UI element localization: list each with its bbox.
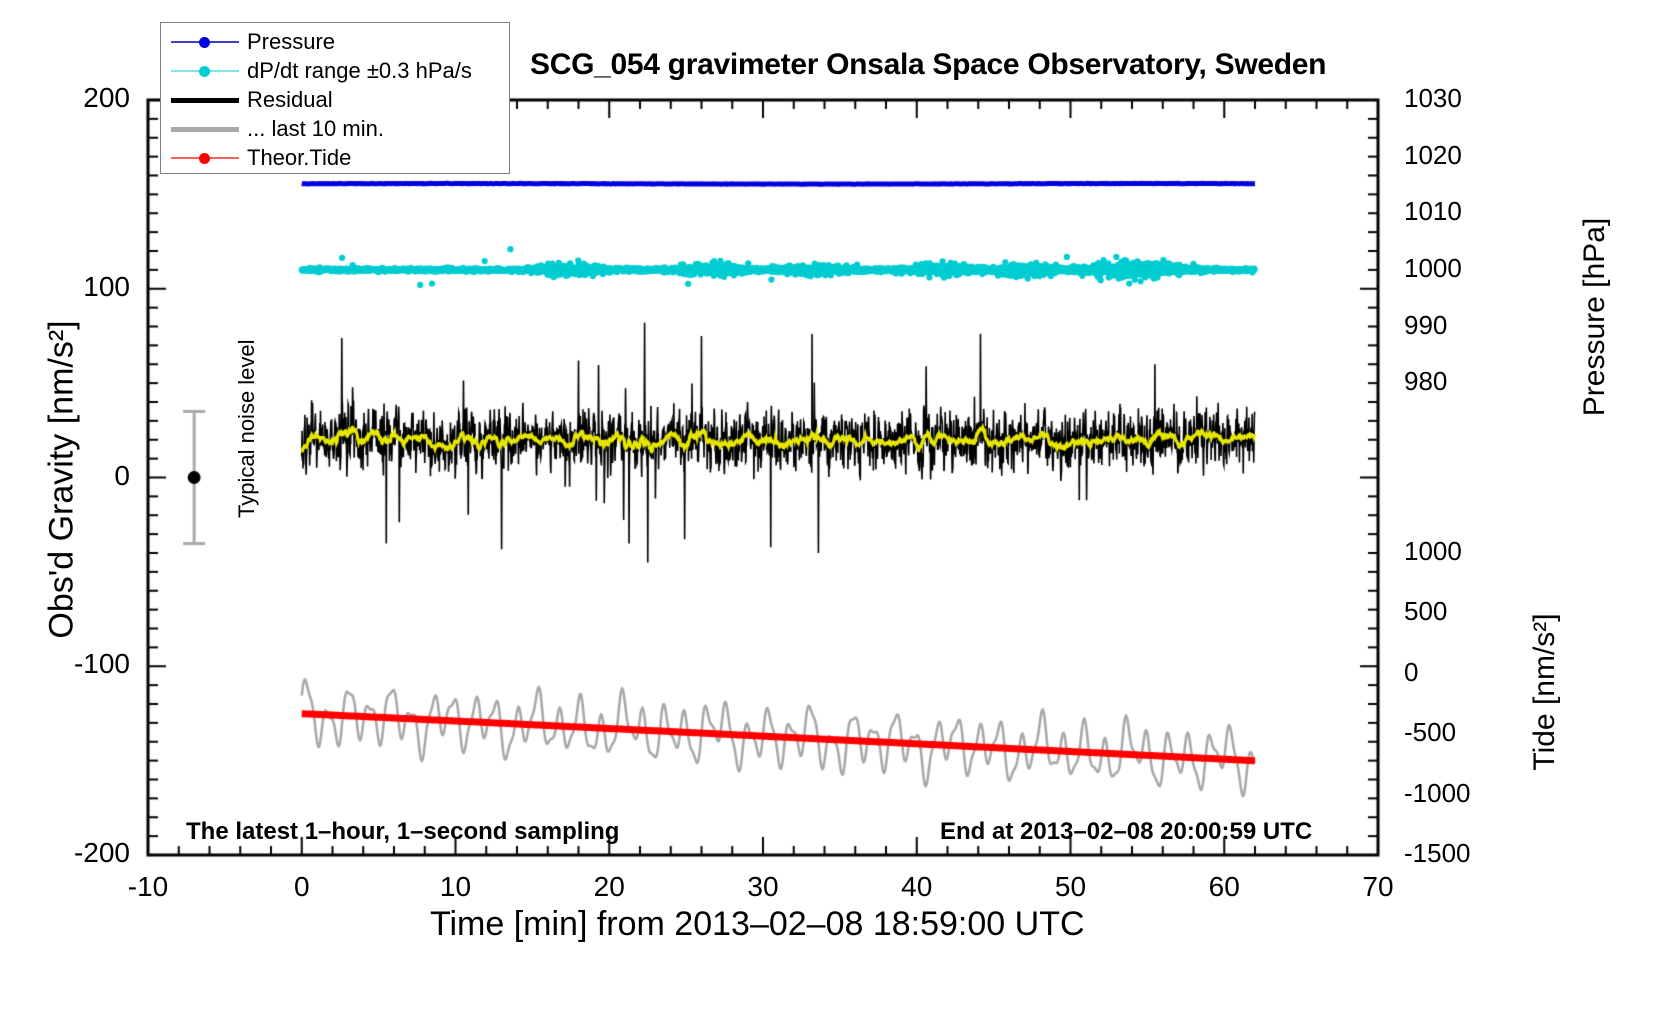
legend-label-pressure: Pressure [247,29,336,54]
end-time-note: End at 2013–02–08 20:00:59 UTC [940,818,1313,845]
y-tick-label-gravity: 0 [114,459,130,491]
legend-item-theortide[interactable]: Theor.Tide [161,144,509,172]
y-axis-label-tide: Tide [nm/s²] [1528,613,1561,771]
y-tick-label-pressure: 980 [1404,366,1448,397]
y-tick-label-gravity: 100 [83,270,130,302]
legend-item-dpdt[interactable]: dP/dt range ±0.3 hPa/s [161,57,509,85]
legend-label-dpdt: dP/dt range ±0.3 hPa/s [247,58,472,83]
x-tick-label-time: 0 [293,871,310,902]
x-tick-label-time: 40 [901,871,933,902]
x-tick-label-time: -10 [127,871,169,902]
y-tick-label-tide: -1500 [1404,838,1471,868]
y-tick-label-gravity: 200 [83,82,130,113]
legend-label-theortide: Theor.Tide [247,145,352,170]
y-tick-label-pressure: 1020 [1404,139,1462,170]
x-tick-label-time: 70 [1362,871,1394,902]
x-axis-label: Time [min] from 2013–02–08 18:59:00 UTC [430,905,1085,943]
y-tick-label-gravity: -200 [73,837,130,868]
y-tick-label-pressure: 1000 [1404,252,1462,283]
pressure-line-marker-icon [161,28,247,56]
legend-item-pressure[interactable]: Pressure [161,28,509,56]
y-tick-label-pressure: 1030 [1404,83,1462,113]
legend-item-residual[interactable]: Residual [161,86,509,114]
x-tick-label-time: 10 [439,871,472,902]
x-tick-label-time: 50 [1054,871,1087,902]
sampling-note: The latest 1–hour, 1–second sampling [186,818,620,845]
y-tick-label-tide: 1000 [1404,536,1462,566]
last10-line-icon [161,115,247,143]
residual-line-icon [161,86,247,114]
legend-label-last10: ... last 10 min. [247,116,384,141]
y-tick-label-pressure: 1010 [1404,196,1462,227]
y-tick-label-tide: -1000 [1404,777,1471,808]
theortide-line-marker-icon [161,144,247,172]
y-axis-label-pressure: Pressure [hPa] [1578,217,1611,417]
x-tick-label-time: 60 [1208,871,1240,902]
chart-legend: Pressure dP/dt range ±0.3 hPa/s Residual… [160,22,510,174]
x-tick-label-time: 20 [593,871,625,902]
y-tick-label-tide: 500 [1404,596,1448,627]
chart-title: SCG_054 gravimeter Onsala Space Observat… [530,48,1327,81]
x-tick-label-time: 30 [747,871,779,902]
legend-label-residual: Residual [247,87,333,112]
typical-noise-level-label: Typical noise level [234,339,259,518]
y-tick-label-tide: 0 [1404,656,1419,687]
dpdt-line-marker-icon [161,57,247,85]
y-tick-label-pressure: 990 [1404,309,1448,340]
y-tick-label-gravity: -100 [73,648,130,680]
y-tick-label-tide: -500 [1404,717,1457,748]
legend-item-last10[interactable]: ... last 10 min. [161,115,509,143]
